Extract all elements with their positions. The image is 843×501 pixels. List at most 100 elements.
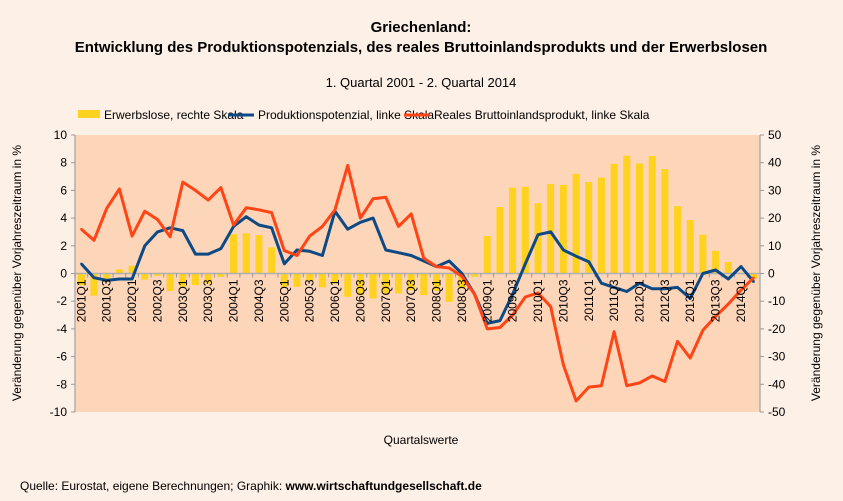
point-gdp-2009Q1: [486, 327, 489, 331]
point-gdp-2007Q2: [397, 225, 400, 228]
bar-2006Q2: [344, 273, 352, 297]
point-potential-2005Q3: [308, 250, 311, 253]
point-gdp-2003Q4: [219, 186, 223, 189]
line-series-gdp: [80, 164, 755, 403]
point-potential-2002Q1: [130, 277, 134, 281]
point-potential-2010Q3: [562, 248, 565, 252]
bar-2013Q2: [699, 234, 707, 274]
bar-2006Q4: [369, 273, 377, 299]
point-gdp-2012Q2: [650, 374, 654, 378]
chart-title-line2: Entwicklung des Produktionspotenzials, d…: [75, 39, 768, 56]
bar-2002Q2: [141, 273, 149, 280]
point-gdp-2004Q2: [245, 206, 248, 209]
point-gdp-2009Q2: [498, 326, 502, 329]
point-potential-2013Q3: [714, 268, 717, 272]
point-gdp-2013Q2: [701, 329, 705, 332]
point-gdp-2001Q1: [80, 227, 83, 231]
y-tick-label-left: -2: [56, 294, 67, 308]
bar-2005Q1: [280, 273, 288, 287]
y-tick-label-left: 6: [60, 183, 67, 197]
point-potential-2002Q3: [156, 230, 159, 234]
y-tick-label-right: -40: [768, 377, 786, 391]
legend-label-erwerbslose: Erwerbslose, rechte Skala: [104, 108, 244, 122]
bar-2012Q2: [648, 156, 656, 274]
point-potential-2001Q1: [80, 262, 83, 266]
y-tick-label-left: 4: [60, 211, 67, 225]
y-axis-right-title: Veränderung gegenüber Vorjahreszeitraum …: [809, 145, 823, 401]
point-gdp-2002Q3: [156, 218, 159, 221]
point-gdp-2007Q3: [409, 212, 413, 216]
bar-2003Q3: [204, 273, 212, 284]
bar-2002Q1: [128, 265, 136, 274]
point-potential-2013Q1: [689, 297, 692, 300]
x-tick-label: 2002Q3: [150, 279, 164, 322]
point-gdp-2007Q4: [422, 257, 426, 260]
bar-2012Q1: [635, 163, 643, 274]
point-potential-2009Q3: [511, 293, 514, 296]
point-gdp-2005Q1: [283, 249, 286, 252]
bar-2010Q4: [572, 173, 580, 274]
point-gdp-2006Q4: [371, 197, 375, 200]
x-tick-label: 2003Q1: [176, 279, 190, 322]
point-potential-2007Q1: [384, 248, 387, 252]
point-gdp-2004Q3: [257, 208, 261, 211]
point-potential-2006Q3: [359, 221, 362, 224]
point-gdp-2011Q4: [625, 384, 629, 387]
bar-2013Q3: [712, 250, 720, 274]
point-potential-2003Q2: [194, 252, 197, 256]
y-tick-label-left: -8: [56, 377, 67, 391]
bar-2008Q4: [471, 273, 479, 277]
point-potential-2011Q1: [587, 260, 590, 263]
x-tick-label: 2014Q1: [734, 279, 748, 322]
x-tick-label: 2010Q1: [531, 279, 545, 322]
point-gdp-2001Q3: [105, 207, 108, 210]
bar-2008Q2: [445, 273, 453, 302]
point-potential-2001Q2: [92, 276, 96, 279]
point-potential-2004Q4: [270, 226, 273, 229]
point-potential-2005Q1: [283, 262, 286, 266]
x-tick-label: 2005Q3: [303, 279, 317, 322]
point-potential-2004Q2: [245, 215, 248, 218]
point-potential-2012Q3: [663, 287, 667, 290]
bar-2007Q2: [394, 273, 402, 294]
point-gdp-2012Q3: [663, 380, 667, 383]
point-gdp-2011Q3: [612, 330, 616, 333]
x-tick-label: 2008Q1: [430, 279, 444, 322]
bar-2011Q2: [597, 177, 605, 274]
point-gdp-2011Q2: [600, 384, 603, 387]
point-potential-2001Q4: [118, 277, 121, 281]
y-tick-label-right: -50: [768, 405, 786, 419]
y-axis-left-title: Veränderung gegenüber Vorjahreszeitraum …: [10, 145, 24, 401]
legend: Erwerbslose, rechte Skala Produktionspot…: [78, 108, 650, 122]
x-tick-label: 2012Q3: [658, 279, 672, 322]
point-potential-2011Q2: [600, 281, 603, 285]
point-gdp-2013Q3: [714, 315, 717, 318]
legend-label-potential: Produktionspotenzial, linke Skala: [258, 108, 434, 122]
point-potential-2013Q4: [727, 277, 730, 281]
bar-2005Q4: [318, 273, 326, 288]
bar-2004Q4: [268, 247, 276, 274]
point-gdp-2010Q1: [536, 291, 540, 295]
bar-2003Q1: [179, 273, 187, 287]
point-gdp-2009Q3: [511, 313, 514, 317]
point-gdp-2011Q1: [587, 385, 590, 389]
x-tick-label: 2007Q1: [379, 279, 393, 322]
point-gdp-2007Q1: [384, 196, 387, 199]
x-tick-label: 2012Q1: [632, 279, 646, 322]
footer-site-link[interactable]: www.wirtschaftundgesellschaft.de: [285, 479, 483, 493]
bar-2001Q1: [77, 273, 85, 286]
point-gdp-2012Q4: [676, 340, 679, 343]
y-tick-label-right: -30: [768, 350, 786, 364]
bar-2007Q4: [420, 273, 428, 296]
point-potential-2007Q2: [397, 251, 400, 254]
point-gdp-2002Q4: [168, 235, 172, 238]
point-gdp-2008Q2: [448, 266, 451, 270]
point-potential-2008Q2: [448, 259, 451, 263]
y-tick-label-right: -20: [768, 322, 786, 336]
bar-2003Q4: [217, 273, 225, 277]
y-tick-label-right: -10: [768, 294, 786, 308]
bar-2013Q4: [724, 261, 732, 274]
bar-2011Q4: [623, 155, 631, 274]
